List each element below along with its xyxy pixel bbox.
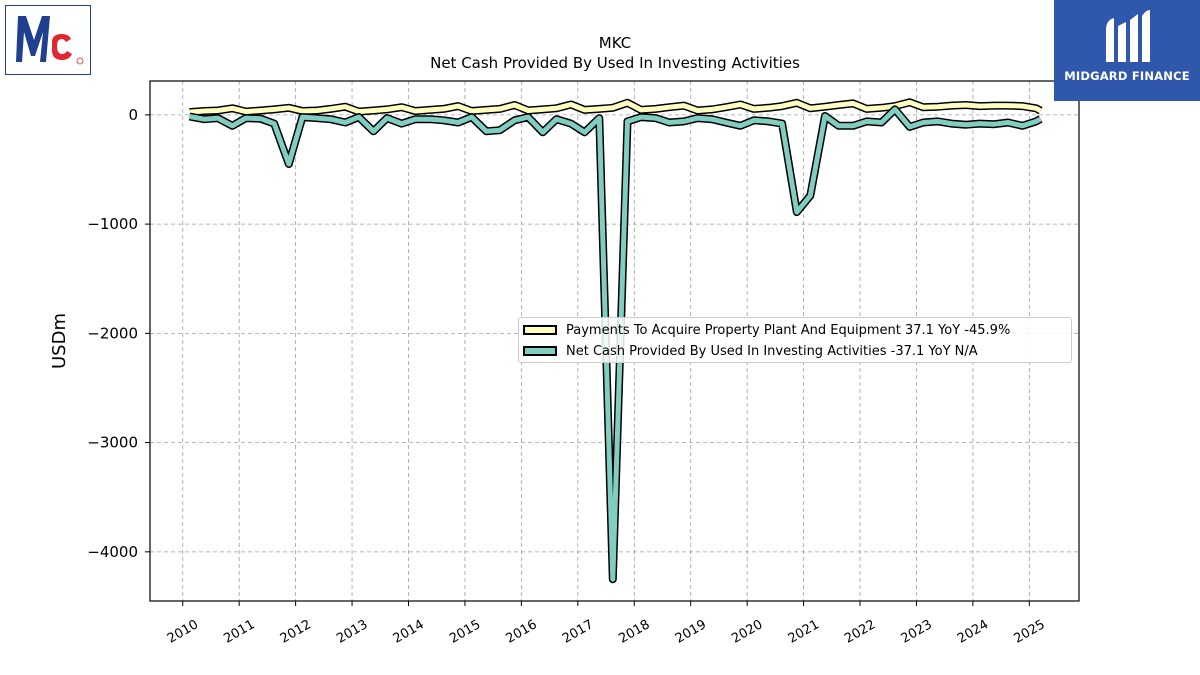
axis-ticks: 0 −1000 −2000 −3000 −4000 2010 2011 2012 2013 201… xyxy=(87,106,1047,647)
legend-label-investing: Net Cash Provided By Used In Investing A… xyxy=(566,343,978,359)
x-tick-label: 2013 xyxy=(334,617,370,647)
x-tick-label: 2021 xyxy=(786,617,822,647)
x-tick-label: 2018 xyxy=(616,617,652,647)
plot-frame xyxy=(149,80,1080,602)
midgard-finance-wordmark: MIDGARD FINANCE xyxy=(1064,69,1190,83)
x-tick-label: 2017 xyxy=(560,617,596,647)
x-tick-label: 2014 xyxy=(391,617,427,647)
x-tick-label: 2020 xyxy=(729,617,765,647)
legend-swatch-investing xyxy=(523,346,557,356)
series-line-capex xyxy=(189,99,1042,115)
legend-label-capex: Payments To Acquire Property Plant And E… xyxy=(566,322,1011,338)
legend-entry-investing: Net Cash Provided By Used In Investing A… xyxy=(523,342,978,360)
y-tick-label: −2000 xyxy=(87,324,138,342)
x-tick-label: 2015 xyxy=(447,617,483,647)
x-tick-label: 2024 xyxy=(955,617,991,647)
y-axis-label: USDm xyxy=(49,313,70,369)
midgard-finance-logo: MIDGARD FINANCE xyxy=(1054,0,1200,101)
y-tick-label: −4000 xyxy=(87,543,138,561)
y-tick-label: −1000 xyxy=(87,215,138,233)
x-tick-label: 2012 xyxy=(278,617,314,647)
midgard-m-icon xyxy=(1106,10,1150,62)
y-tick-label: −3000 xyxy=(87,434,138,452)
chart-title: MKC xyxy=(599,34,631,52)
chart-legend: Payments To Acquire Property Plant And E… xyxy=(518,317,1072,363)
x-tick-label: 2023 xyxy=(899,617,935,647)
mccormick-logo xyxy=(5,5,91,75)
legend-entry-capex: Payments To Acquire Property Plant And E… xyxy=(523,321,1010,339)
y-tick-label: 0 xyxy=(128,106,138,124)
x-tick-label: 2019 xyxy=(673,617,709,647)
x-tick-label: 2022 xyxy=(842,617,878,647)
mccormick-mc-icon xyxy=(16,16,84,65)
x-tick-label: 2025 xyxy=(1012,617,1048,647)
x-tick-label: 2011 xyxy=(221,617,257,647)
x-tick-label: 2010 xyxy=(165,617,201,647)
legend-swatch-capex xyxy=(523,325,557,335)
chart-subtitle: Net Cash Provided By Used In Investing A… xyxy=(430,54,800,72)
x-tick-label: 2016 xyxy=(504,617,540,647)
